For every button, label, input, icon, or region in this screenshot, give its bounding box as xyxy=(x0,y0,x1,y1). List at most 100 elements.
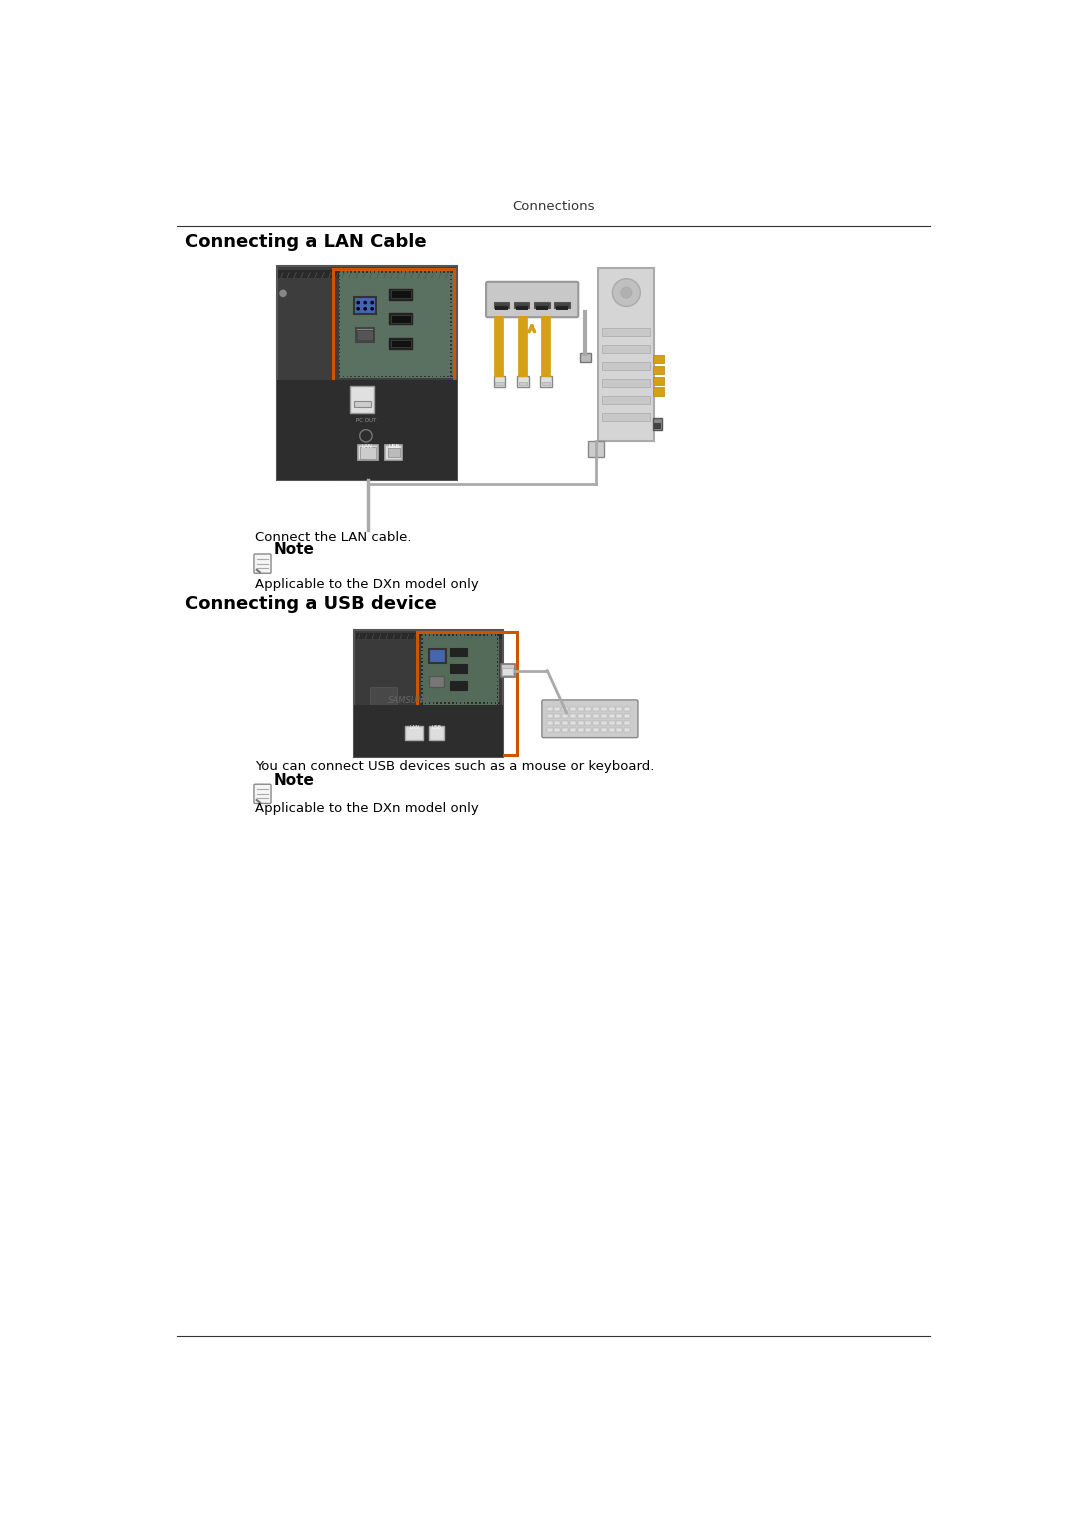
Bar xyxy=(617,721,622,725)
Bar xyxy=(357,330,373,341)
Bar xyxy=(450,325,451,327)
Bar xyxy=(339,376,340,377)
Circle shape xyxy=(372,301,374,304)
Bar xyxy=(497,658,499,660)
Bar xyxy=(421,651,422,652)
Bar xyxy=(450,681,468,690)
Bar xyxy=(497,689,499,690)
Bar xyxy=(339,325,340,327)
Bar xyxy=(487,634,488,637)
Bar xyxy=(374,376,375,377)
Bar xyxy=(603,345,650,353)
Bar xyxy=(593,707,599,712)
Bar xyxy=(421,669,422,670)
Bar xyxy=(432,376,433,377)
Bar xyxy=(495,634,496,637)
Bar xyxy=(585,721,592,725)
Bar xyxy=(471,634,473,637)
Bar xyxy=(339,333,340,334)
Text: USB: USB xyxy=(389,443,400,449)
Text: Applicable to the DXn model only: Applicable to the DXn model only xyxy=(255,579,478,591)
Text: Connecting a USB device: Connecting a USB device xyxy=(186,596,437,612)
Bar xyxy=(450,295,451,296)
Bar xyxy=(378,376,379,377)
Bar xyxy=(424,376,426,377)
Bar xyxy=(570,728,576,733)
Bar xyxy=(490,634,492,637)
Bar xyxy=(448,702,449,704)
Bar xyxy=(450,336,451,337)
Bar xyxy=(450,351,451,353)
Circle shape xyxy=(280,446,286,452)
Circle shape xyxy=(442,446,448,452)
Bar xyxy=(342,376,345,377)
Bar xyxy=(378,270,379,272)
Bar xyxy=(496,305,508,310)
Text: LAN: LAN xyxy=(362,443,373,449)
Bar xyxy=(514,302,529,308)
Bar xyxy=(362,376,364,377)
Bar xyxy=(333,269,455,478)
Bar xyxy=(652,418,662,431)
Bar xyxy=(397,270,399,272)
Bar xyxy=(339,371,340,373)
Bar xyxy=(624,707,631,712)
Bar xyxy=(471,702,473,704)
Bar xyxy=(451,634,454,637)
Circle shape xyxy=(280,290,286,296)
Bar xyxy=(339,313,340,315)
Bar xyxy=(350,386,374,412)
Bar xyxy=(608,713,615,718)
Bar xyxy=(497,692,499,693)
Bar xyxy=(374,270,375,272)
Bar xyxy=(517,376,529,386)
Bar xyxy=(339,341,340,342)
Bar xyxy=(497,669,499,670)
Bar xyxy=(603,328,650,336)
Bar xyxy=(339,359,340,360)
Bar xyxy=(436,634,438,637)
Bar xyxy=(450,290,451,292)
Bar xyxy=(497,654,499,655)
Text: Connecting a LAN Cable: Connecting a LAN Cable xyxy=(186,234,427,250)
Bar xyxy=(432,270,433,272)
Bar xyxy=(600,707,607,712)
Bar xyxy=(413,270,414,272)
Bar xyxy=(600,721,607,725)
Bar xyxy=(421,681,422,683)
Bar xyxy=(501,664,515,676)
Bar xyxy=(339,368,340,370)
Bar xyxy=(450,270,451,272)
Bar xyxy=(354,298,376,315)
Bar xyxy=(535,302,550,308)
Bar xyxy=(608,728,615,733)
Bar xyxy=(578,713,583,718)
Bar xyxy=(456,634,458,637)
Bar xyxy=(408,376,410,377)
Bar xyxy=(463,634,465,637)
Bar xyxy=(276,266,457,479)
Bar xyxy=(339,356,340,357)
Bar xyxy=(353,402,370,408)
Bar xyxy=(450,647,468,657)
Circle shape xyxy=(442,290,448,296)
Bar xyxy=(603,412,650,421)
Bar xyxy=(652,354,663,363)
Bar xyxy=(421,661,422,663)
Text: SAMSUNG: SAMSUNG xyxy=(388,696,431,705)
Text: LAN: LAN xyxy=(409,724,419,730)
Bar xyxy=(450,356,451,357)
Bar xyxy=(421,654,422,655)
Bar xyxy=(433,634,434,637)
FancyBboxPatch shape xyxy=(486,282,578,318)
Bar xyxy=(276,380,457,479)
Bar xyxy=(593,721,599,725)
Bar xyxy=(440,376,441,377)
Bar xyxy=(589,441,604,457)
Text: PC OUT: PC OUT xyxy=(355,418,376,423)
Bar xyxy=(362,270,364,272)
Bar xyxy=(339,348,340,350)
Bar xyxy=(546,707,553,712)
Bar xyxy=(497,684,499,686)
Bar xyxy=(497,638,499,640)
